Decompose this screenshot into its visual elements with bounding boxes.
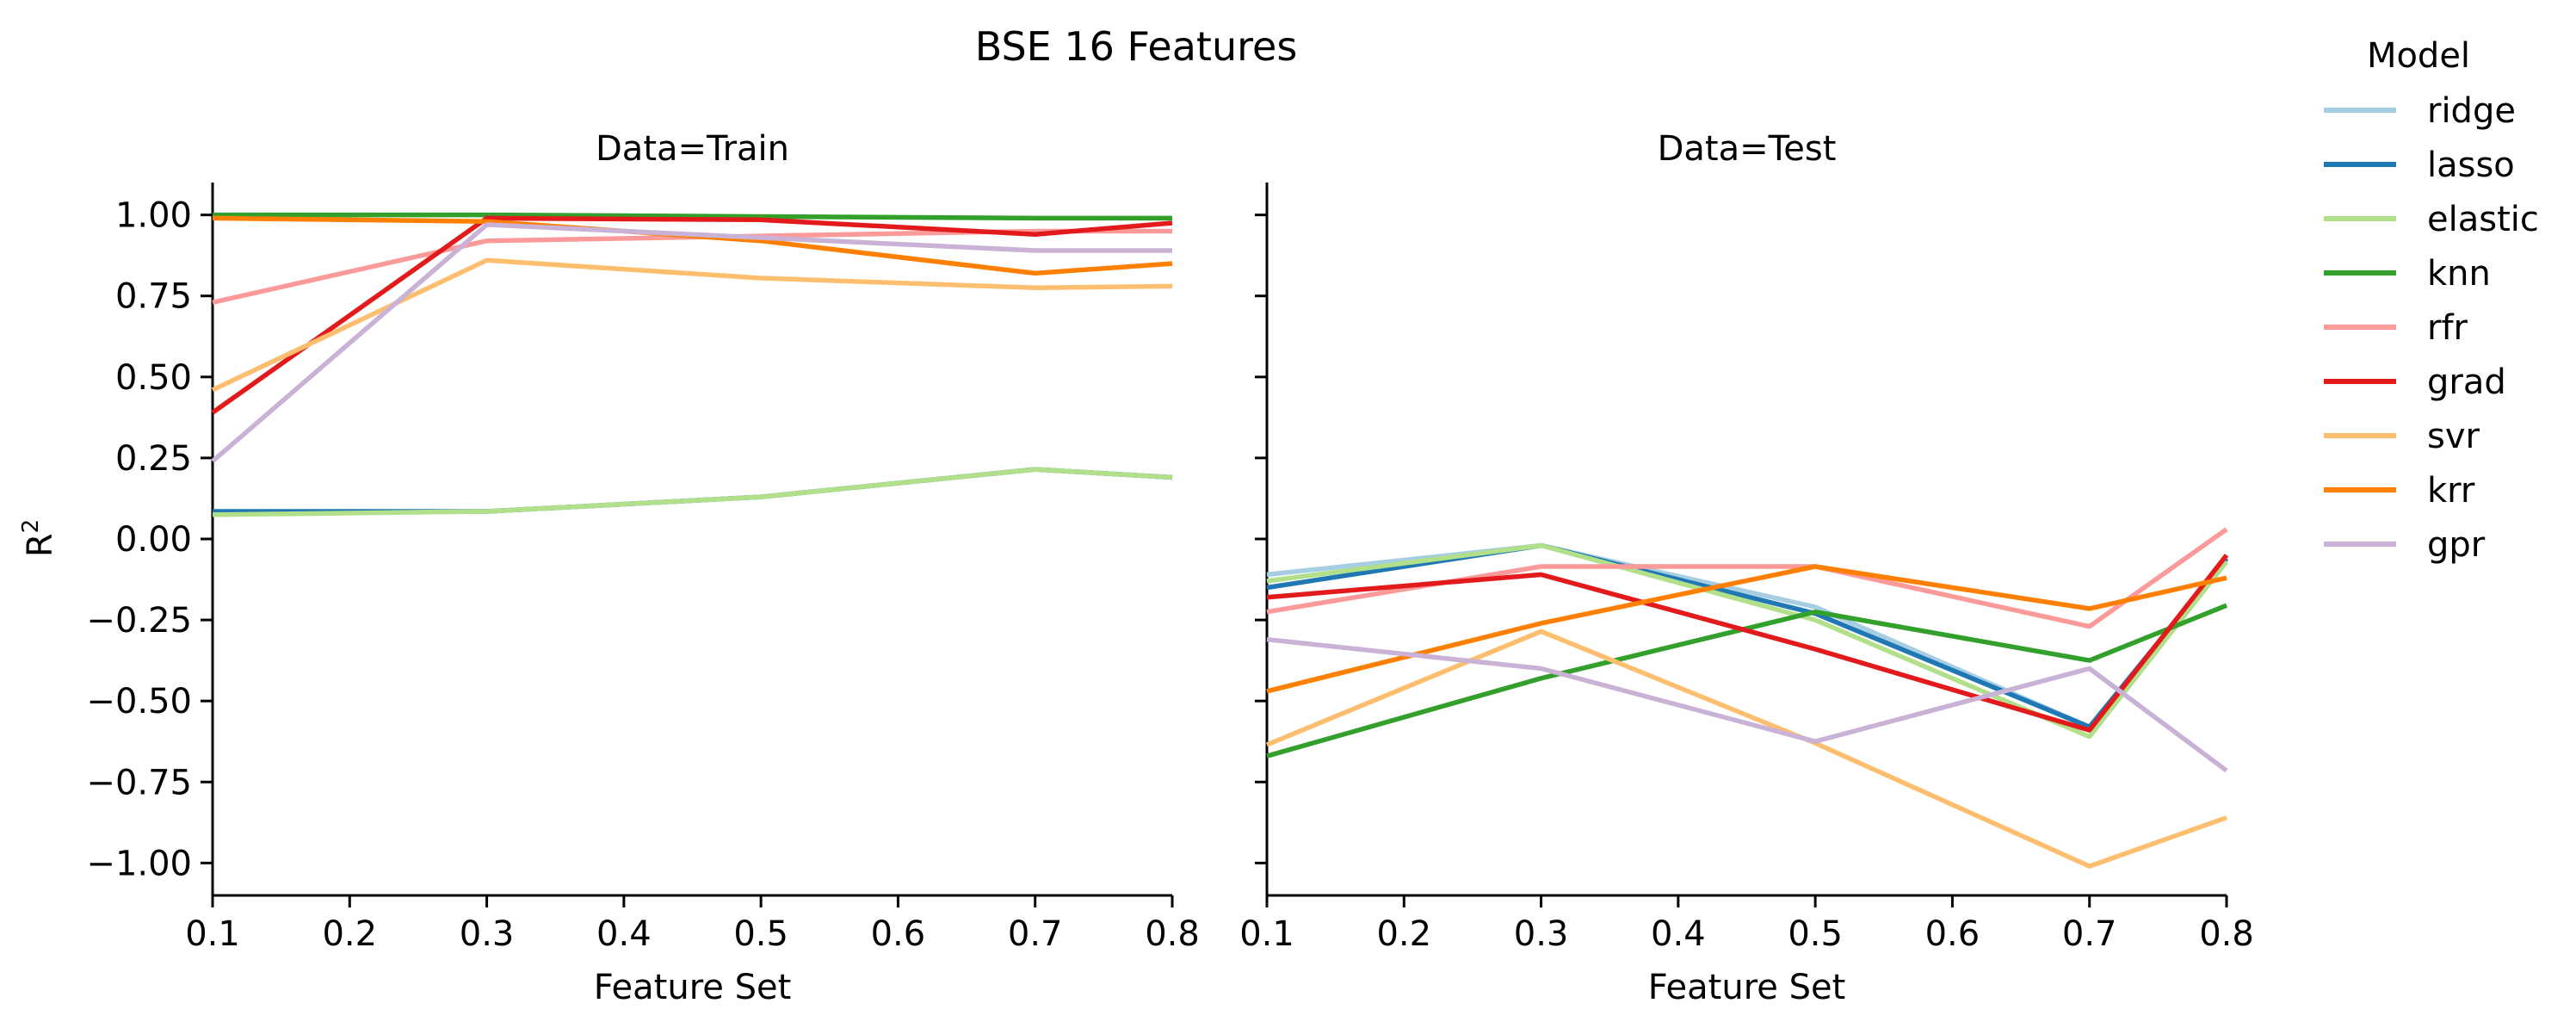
x-tick-label: 0.8 <box>1145 914 1200 954</box>
x-axis-label: Feature Set <box>1648 968 1846 1007</box>
legend-item-ridge: ridge <box>2324 91 2516 131</box>
x-tick-label: 0.1 <box>1239 914 1294 954</box>
y-tick-label: −0.50 <box>86 682 192 721</box>
legend-item-elastic: elastic <box>2324 200 2539 239</box>
series-line-svr <box>1265 629 2227 869</box>
facet-panels: Data=Train 1.00 0.75 0.50 0.25 0.00 −0.25 −0.50… <box>86 129 2253 1007</box>
legend-label: krr <box>2427 471 2475 511</box>
series-line-elastic <box>1266 542 2229 740</box>
facet-panel-1: Data=Test 0.1 0.2 0.3 0.4 0.5 0.6 0.7 0.8 Feature… <box>1239 129 2254 1007</box>
y-tick-label: 0.75 <box>115 277 192 317</box>
legend-item-gpr: gpr <box>2324 525 2486 565</box>
legend-item-krr: krr <box>2324 471 2475 511</box>
x-tick-label: 0.1 <box>185 914 240 954</box>
series-line-ridge <box>1266 542 2229 730</box>
x-tick-label: 0.8 <box>2199 914 2254 954</box>
x-tick-label: 0.5 <box>733 914 788 954</box>
y-axis-label: R2 <box>18 519 60 557</box>
series-line-svr <box>211 257 1173 393</box>
legend-label: gpr <box>2427 525 2486 565</box>
series-line-rfr <box>1266 527 2228 629</box>
legend-item-grad: grad <box>2324 362 2506 402</box>
x-tick-label: 0.2 <box>1376 914 1431 954</box>
x-tick-label: 0.4 <box>596 914 652 954</box>
legend-item-rfr: rfr <box>2324 308 2468 348</box>
legend-label: ridge <box>2427 91 2516 131</box>
y-axis-label-base: R <box>21 533 60 557</box>
x-tick-label: 0.4 <box>1651 914 1706 954</box>
y-tick-label: −0.25 <box>86 601 192 641</box>
series-line-lasso <box>213 467 1173 514</box>
x-tick-label: 0.6 <box>1925 914 1980 954</box>
legend-item-lasso: lasso <box>2324 146 2515 185</box>
facet-title: Data=Train <box>596 129 789 169</box>
y-tick-label: 0.50 <box>115 358 192 398</box>
x-axis-label: Feature Set <box>594 968 792 1007</box>
legend-item-svr: svr <box>2324 417 2480 456</box>
series-line-grad <box>1266 554 2229 733</box>
legend-label: rfr <box>2427 308 2468 348</box>
x-tick-label: 0.7 <box>1008 914 1063 954</box>
facet-title: Data=Test <box>1658 129 1837 169</box>
series-line-lasso <box>1266 542 2229 730</box>
legend: Model ridge lasso elastic knn rfr grad svr krr gp… <box>2324 36 2539 565</box>
x-tick-label: 0.2 <box>322 914 377 954</box>
legend-label: grad <box>2427 362 2506 402</box>
x-tick-label: 0.5 <box>1788 914 1843 954</box>
chart-title: BSE 16 Features <box>975 23 1298 70</box>
x-tick-label: 0.3 <box>460 914 515 954</box>
y-axis-label-superscript: 2 <box>18 519 44 534</box>
series-line-grad <box>211 215 1173 415</box>
facet-panel-0: Data=Train 1.00 0.75 0.50 0.25 0.00 −0.25 −0.50… <box>86 129 1199 1007</box>
y-tick-label: −0.75 <box>86 763 192 802</box>
series-line-krr <box>212 215 1173 276</box>
legend-label: knn <box>2427 254 2491 294</box>
x-tick-label: 0.7 <box>2062 914 2117 954</box>
series-line-knn <box>213 212 1172 221</box>
legend-item-knn: knn <box>2324 254 2491 294</box>
series-line-ridge <box>212 467 1173 516</box>
series-line-gpr <box>1266 636 2228 773</box>
y-tick-label: 1.00 <box>115 196 192 236</box>
legend-label: svr <box>2427 417 2480 456</box>
series-line-rfr <box>212 228 1172 305</box>
y-tick-label: 0.25 <box>115 439 192 479</box>
series-line-knn <box>1266 603 2228 759</box>
legend-label: elastic <box>2427 200 2539 239</box>
y-tick-label: 0.00 <box>115 520 192 560</box>
series-line-krr <box>1266 564 2227 694</box>
series-line-gpr <box>211 222 1172 463</box>
legend-label: lasso <box>2427 146 2515 185</box>
x-tick-label: 0.3 <box>1514 914 1569 954</box>
legend-title: Model <box>2367 36 2470 76</box>
x-tick-label: 0.6 <box>871 914 926 954</box>
series-line-elastic <box>212 467 1173 517</box>
y-tick-label: −1.00 <box>86 844 192 883</box>
